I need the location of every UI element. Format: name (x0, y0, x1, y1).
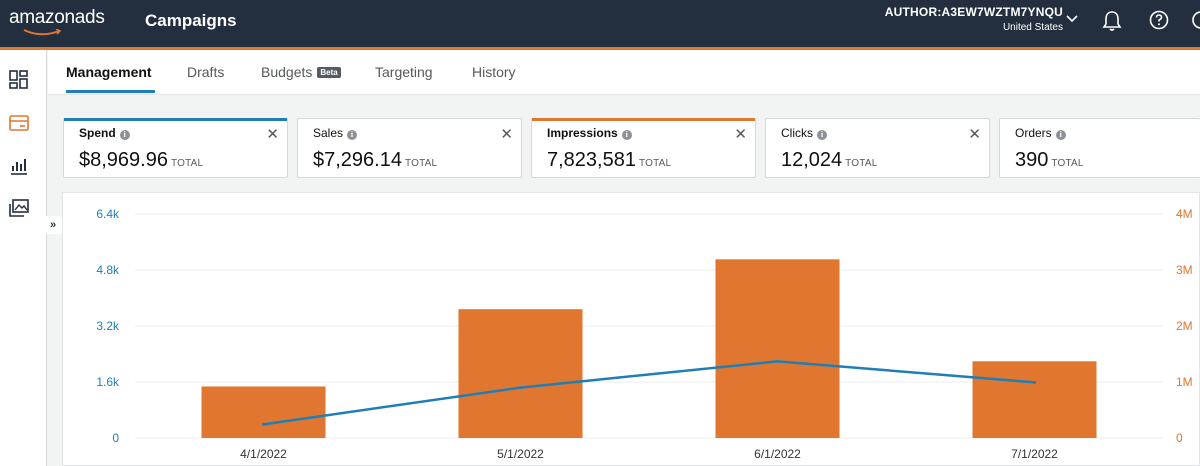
info-icon[interactable]: i (1055, 130, 1066, 140)
info-icon[interactable]: i (621, 130, 632, 140)
y-left-tick-label: 1.6k (96, 375, 120, 389)
metric-total-label: TOTAL (845, 158, 878, 169)
y-right-tick-label: 1M (1176, 375, 1193, 389)
point-spend (776, 359, 779, 363)
metric-value-text: 390 (1015, 149, 1049, 171)
metric-label: Spend i (79, 126, 130, 140)
page-title: Campaigns (145, 11, 237, 30)
account-region: United States (1002, 22, 1063, 33)
metric-label-text: Clicks (781, 126, 813, 140)
tab-targeting[interactable]: Targeting (375, 64, 433, 80)
point-spend (519, 386, 522, 390)
active-tab-indicator (66, 90, 155, 93)
beta-badge: Beta (317, 67, 341, 78)
metric-card-sales[interactable]: Sales i $7,296.14 TOTAL ✕ (297, 118, 522, 178)
info-icon[interactable]: i (119, 130, 130, 140)
bar-impressions (458, 309, 583, 438)
y-right-tick-label: 0 (1176, 431, 1183, 445)
close-icon[interactable]: ✕ (266, 126, 279, 143)
close-icon[interactable]: ✕ (500, 126, 513, 143)
tab-history[interactable]: History (472, 64, 516, 80)
y-left-tick-label: 4.8k (96, 263, 120, 277)
media-icon[interactable] (9, 199, 29, 219)
top-navigation-bar: amazonads Campaigns AUTHOR:A3EW7WZTM7YNQ… (0, 0, 1200, 47)
metric-label: Orders i (1015, 126, 1066, 140)
tab-bar: Management Drafts Budgets Beta Targeting … (48, 50, 1200, 95)
bar-impressions (972, 361, 1097, 438)
point-spend (262, 422, 265, 426)
logo-smile-icon (23, 29, 62, 36)
bar-impressions (201, 386, 326, 438)
account-switcher[interactable]: AUTHOR:A3EW7WZTM7YNQU United States (860, 5, 1063, 33)
metric-value: 7,823,581 TOTAL (547, 149, 671, 172)
campaigns-icon[interactable] (9, 113, 29, 133)
metric-card-accent (64, 118, 287, 121)
x-tick-label: 6/1/2022 (754, 447, 801, 461)
metric-value: 390 TOTAL (1015, 149, 1084, 172)
tab-drafts[interactable]: Drafts (187, 64, 225, 80)
metric-label-text: Impressions (547, 126, 618, 140)
settings-icon[interactable] (1192, 10, 1200, 30)
metric-card-clicks[interactable]: Clicks i 12,024 TOTAL ✕ (765, 118, 990, 178)
point-spend (1033, 380, 1036, 384)
metric-total-label: TOTAL (638, 158, 672, 169)
tab-budgets[interactable]: Budgets Beta (261, 64, 341, 80)
dashboard-icon[interactable] (9, 70, 29, 90)
header-accent-line (0, 47, 1200, 50)
tab-management[interactable]: Management (66, 64, 152, 80)
left-navigation-rail (0, 50, 47, 466)
metric-total-label: TOTAL (404, 158, 438, 169)
metric-value-text: $7,296.14 (313, 149, 402, 171)
expand-sidebar-button[interactable]: » (44, 216, 62, 234)
reports-icon[interactable] (9, 156, 29, 176)
metric-value-text: $8,969.96 (79, 149, 168, 171)
metric-total-label: TOTAL (1051, 158, 1084, 169)
line-spend (263, 360, 1035, 426)
metric-value: $8,969.96 TOTAL (79, 149, 203, 172)
close-icon[interactable]: ✕ (968, 126, 981, 143)
bell-icon[interactable] (1102, 10, 1122, 32)
metric-card-impressions[interactable]: Impressions i 7,823,581 TOTAL ✕ (531, 118, 756, 178)
metric-card-accent (532, 118, 755, 121)
metric-total-label: TOTAL (170, 158, 204, 169)
info-icon[interactable]: i (347, 130, 358, 140)
amazon-ads-logo[interactable]: amazonads (9, 7, 119, 37)
close-icon[interactable]: ✕ (734, 126, 747, 143)
x-tick-label: 4/1/2022 (240, 447, 287, 461)
y-right-tick-label: 2M (1176, 319, 1193, 333)
y-left-tick-label: 3.2k (96, 319, 120, 333)
metric-value-text: 12,024 (781, 149, 843, 171)
x-tick-label: 7/1/2022 (1011, 447, 1058, 461)
info-icon[interactable]: i (817, 130, 827, 140)
metric-label-text: Spend (79, 126, 116, 140)
metric-label: Sales i (313, 126, 358, 140)
metric-label: Impressions i (547, 126, 632, 140)
x-tick-label: 5/1/2022 (497, 447, 544, 461)
metric-value: 12,024 TOTAL (781, 149, 877, 172)
bar-impressions (715, 259, 840, 438)
y-left-tick-label: 6.4k (96, 207, 120, 221)
metric-value-text: 7,823,581 (547, 149, 636, 171)
help-icon[interactable] (1149, 10, 1169, 30)
chart-canvas: 0 1.6k 3.2k 4.8k 6.4k 0 1M 2M 3M 4M 4/1/2022 5/1/20… (96, 207, 1193, 461)
logo-text: amazonads (9, 7, 105, 28)
account-name: AUTHOR:A3EW7WZTM7YNQU (884, 5, 1063, 19)
metric-card-spend[interactable]: Spend i $8,969.96 TOTAL ✕ (63, 118, 288, 178)
metric-value: $7,296.14 TOTAL (313, 149, 437, 172)
metric-label-text: Sales (313, 126, 344, 140)
metric-label-text: Orders (1015, 126, 1052, 140)
performance-chart: 0 1.6k 3.2k 4.8k 6.4k 0 1M 2M 3M 4M 4/1/2022 5/1/20… (62, 192, 1200, 466)
y-right-tick-label: 3M (1176, 263, 1193, 277)
tab-budgets-label: Budgets (261, 64, 313, 80)
metric-card-orders[interactable]: Orders i 390 TOTAL (999, 118, 1200, 178)
chevron-down-icon[interactable] (1066, 14, 1078, 24)
metric-label: Clicks i (781, 126, 827, 140)
y-left-tick-label: 0 (112, 431, 119, 445)
y-right-tick-label: 4M (1176, 207, 1193, 221)
